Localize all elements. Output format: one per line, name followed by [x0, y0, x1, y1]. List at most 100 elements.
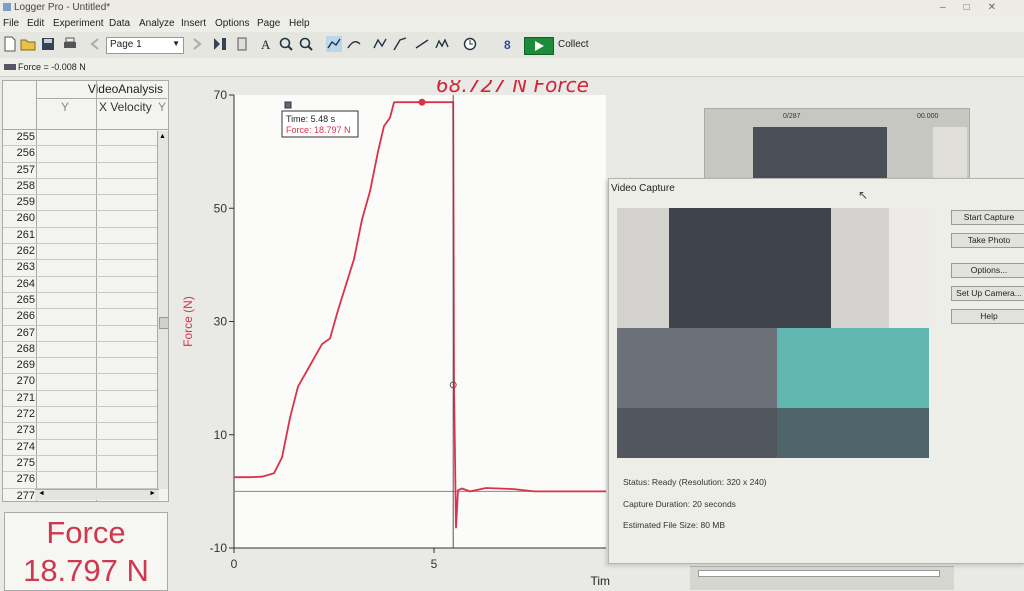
table-row[interactable]: 275 [3, 456, 168, 473]
table-row[interactable]: 272 [3, 407, 168, 424]
save-icon[interactable] [40, 36, 56, 52]
column-headers: Y X Velocity Y [3, 99, 168, 130]
table-row[interactable]: 276 [3, 472, 168, 489]
autoscale-icon[interactable]: A [258, 36, 274, 52]
table-row[interactable]: 266 [3, 309, 168, 326]
app-icon [3, 3, 11, 11]
row-number: 255 [16, 131, 35, 143]
mouse-cursor-icon: ↖ [858, 188, 869, 202]
table-row[interactable]: 264 [3, 277, 168, 293]
meter-label: Force [46, 515, 126, 550]
y-tick-label: 50 [214, 201, 228, 215]
y-tick-label: 10 [214, 428, 228, 442]
table-row[interactable]: 267 [3, 326, 168, 342]
plot-area[interactable] [234, 95, 606, 548]
table-row[interactable]: 274 [3, 440, 168, 456]
data-set-header: VideoAnalysis [37, 81, 167, 99]
new-file-icon[interactable] [2, 36, 18, 52]
window-controls[interactable]: –□✕ [940, 2, 1014, 13]
table-row[interactable]: 265 [3, 293, 168, 310]
data-table[interactable]: VideoAnalysis Y X Velocity Y 255 256 257 25… [2, 80, 169, 502]
video-frame-wall [933, 127, 967, 181]
preview-curtain [669, 208, 831, 336]
menu-page[interactable]: Page [257, 18, 281, 29]
table-row[interactable]: 255 [3, 130, 168, 147]
column-header-y[interactable]: Y [61, 100, 70, 114]
collect-button[interactable] [524, 37, 554, 55]
table-row[interactable]: 256 [3, 146, 168, 163]
tooltip-handle-icon[interactable] [284, 101, 292, 109]
examine-icon[interactable] [326, 36, 342, 52]
horizontal-scrollbar[interactable]: ◄ ► [35, 489, 159, 500]
preview-table [617, 408, 929, 458]
table-row[interactable]: 260 [3, 211, 168, 228]
back-arrow-icon[interactable] [88, 36, 104, 52]
options-button[interactable]: Options... [951, 263, 1024, 278]
row-number: 268 [16, 342, 35, 355]
video-capture-dialog[interactable]: Video Capture Start Capture Take Photo O… [608, 178, 1024, 564]
curve-fit-icon[interactable] [392, 36, 408, 52]
menu-bar: File Edit Experiment Data Analyze Insert… [0, 16, 1024, 32]
tangent-icon[interactable] [346, 36, 362, 52]
force-graph[interactable]: -10 10 30 50 70 0 5 Force (N) Time (s) Time: 5.48… [170, 80, 610, 589]
menu-options[interactable]: Options [215, 18, 250, 29]
zoom-in-icon[interactable] [278, 36, 294, 52]
collect-label[interactable]: Collect [558, 39, 589, 50]
camera-preview [617, 208, 929, 458]
start-capture-button[interactable]: Start Capture [951, 210, 1024, 225]
column-header-x-velocity[interactable]: X Velocity [99, 100, 152, 114]
table-row[interactable]: 263 [3, 260, 168, 277]
row-number: 264 [16, 277, 35, 290]
set-up-camera-button[interactable]: Set Up Camera... [951, 286, 1024, 301]
linear-fit-icon[interactable] [414, 36, 430, 52]
open-folder-icon[interactable] [20, 36, 36, 52]
capture-status: Status: Ready (Resolution: 320 x 240) [623, 477, 767, 487]
table-row[interactable]: 271 [3, 391, 168, 408]
menu-help[interactable]: Help [289, 18, 310, 29]
table-row[interactable]: 259 [3, 195, 168, 212]
video-scrubber[interactable] [698, 570, 940, 577]
help-button[interactable]: Help [951, 309, 1024, 324]
print-icon[interactable] [62, 36, 78, 52]
table-row[interactable]: 273 [3, 423, 168, 440]
video-analysis-window[interactable]: 0/287 00.000 [704, 108, 970, 182]
scroll-right-icon[interactable]: ► [149, 490, 156, 497]
menu-insert[interactable]: Insert [181, 18, 207, 29]
clipboard-icon[interactable] [234, 36, 250, 52]
column-header-y2[interactable]: Y [158, 100, 167, 114]
table-row[interactable]: 270 [3, 374, 168, 391]
forward-arrow-icon[interactable] [188, 36, 204, 52]
menu-analyze[interactable]: Analyze [139, 18, 175, 29]
take-photo-button[interactable]: Take Photo [951, 233, 1024, 248]
column-divider [96, 81, 97, 501]
zoom-out-icon[interactable] [298, 36, 314, 52]
row-number: 270 [16, 375, 35, 388]
statistics-icon[interactable] [372, 36, 388, 52]
vertical-scrollbar[interactable]: ▲ [157, 131, 168, 489]
capture-duration: Capture Duration: 20 seconds [623, 499, 736, 509]
integral-icon[interactable] [434, 36, 450, 52]
table-row[interactable]: 262 [3, 244, 168, 261]
table-row[interactable]: 268 [3, 342, 168, 359]
table-row[interactable]: 269 [3, 358, 168, 375]
force-meter: Force 18.797 N [4, 512, 168, 591]
scroll-thumb[interactable] [159, 317, 168, 329]
table-row[interactable]: 261 [3, 228, 168, 245]
row-number: 256 [16, 147, 35, 160]
scroll-up-icon[interactable]: ▲ [159, 133, 166, 140]
sensor-icon[interactable]: 8 [500, 36, 516, 52]
menu-experiment[interactable]: Experiment [53, 18, 104, 29]
table-row[interactable]: 258 [3, 179, 168, 196]
menu-file[interactable]: File [3, 18, 20, 29]
scroll-left-icon[interactable]: ◄ [38, 490, 45, 497]
menu-data[interactable]: Data [109, 18, 131, 29]
video-controls[interactable] [690, 566, 954, 590]
menu-edit[interactable]: Edit [27, 18, 45, 29]
row-number: 265 [16, 293, 35, 306]
page-selector[interactable]: Page 1 ▼ [106, 37, 184, 54]
timer-icon[interactable] [462, 36, 478, 52]
table-row[interactable]: 277 [3, 489, 168, 501]
table-row[interactable]: 257 [3, 163, 168, 179]
table-data-icon[interactable] [212, 36, 228, 52]
y-axis-label: Force (N) [181, 296, 195, 347]
